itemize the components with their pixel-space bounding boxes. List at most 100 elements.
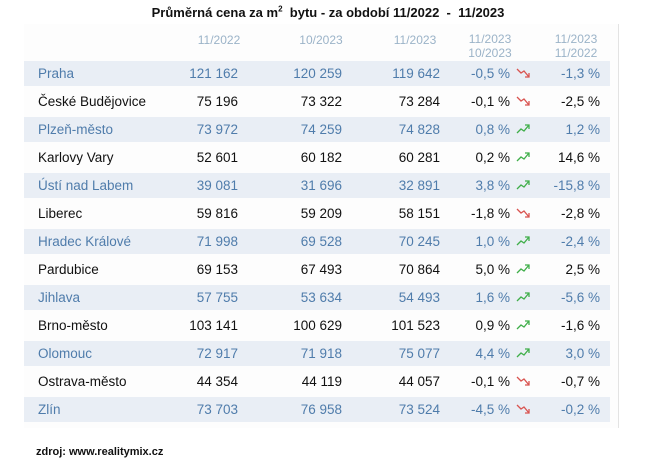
price-11-2023: 60 281 — [398, 150, 440, 165]
price-10-2023: 44 119 — [301, 374, 342, 389]
trend-up-icon — [516, 152, 530, 162]
change-month: -0,1 % — [470, 94, 510, 109]
change-month: 1,6 % — [475, 290, 510, 305]
city-name: Zlín — [38, 402, 61, 417]
price-table: 11/2022 10/2023 11/2023 11/2023 10/2023 … — [24, 24, 619, 428]
price-11-2023: 32 891 — [398, 178, 440, 193]
price-10-2023: 69 528 — [300, 234, 342, 249]
city-name: Brno-město — [38, 318, 108, 333]
change-year: 1,2 % — [565, 122, 600, 137]
change-month: -1,8 % — [470, 206, 510, 221]
title-rest: bytu - za období 11/2022 - 11/2023 — [282, 5, 505, 20]
city-name: Ostrava-město — [38, 374, 127, 389]
trend-up-icon — [516, 348, 530, 358]
price-10-2023: 59 209 — [300, 206, 342, 221]
city-name: Ústí nad Labem — [38, 178, 134, 193]
price-10-2023: 67 493 — [300, 262, 342, 277]
table-row: Ústí nad Labem 39 081 31 696 32 891 3,8 % -15… — [24, 173, 610, 198]
price-11-2022: 39 081 — [196, 178, 238, 193]
change-month: 5,0 % — [475, 262, 510, 277]
price-11-2023: 44 057 — [398, 374, 440, 389]
price-11-2022: 59 816 — [196, 206, 238, 221]
change-month: 0,8 % — [475, 122, 510, 137]
trend-down-icon — [516, 404, 530, 414]
change-month: 1,0 % — [475, 234, 510, 249]
header-change-month: 11/2023 10/2023 — [450, 32, 530, 60]
price-11-2023: 74 828 — [398, 122, 440, 137]
change-month: 4,4 % — [475, 346, 510, 361]
header-change-month-top: 11/2023 — [468, 32, 512, 46]
trend-down-icon — [516, 376, 530, 386]
table-row: České Budějovice 75 196 73 322 73 284 -0,1 %… — [24, 89, 610, 114]
table-row: Liberec 59 816 59 209 58 151 -1,8 % -2,8 % — [24, 201, 610, 226]
trend-down-icon — [516, 96, 530, 106]
header-10-2023: 10/2023 — [299, 33, 343, 47]
price-11-2023: 73 524 — [398, 402, 440, 417]
trend-up-icon — [516, 180, 530, 190]
change-year: -2,5 % — [560, 94, 600, 109]
change-month: 0,9 % — [475, 318, 510, 333]
city-name: České Budějovice — [38, 94, 147, 109]
price-11-2022: 121 162 — [189, 66, 238, 81]
price-11-2022: 73 972 — [196, 122, 238, 137]
price-11-2023: 54 493 — [398, 290, 440, 305]
price-11-2023: 70 864 — [398, 262, 440, 277]
table-row: Praha 121 162 120 259 119 642 -0,5 % -1,3 % — [24, 61, 610, 86]
table-row: Hradec Králové 71 998 69 528 70 245 1,0 % -2,… — [24, 229, 610, 254]
change-month: 3,8 % — [475, 178, 510, 193]
price-11-2022: 52 601 — [196, 150, 238, 165]
trend-up-icon — [516, 320, 530, 330]
price-11-2022: 71 998 — [196, 234, 238, 249]
trend-down-icon — [516, 208, 530, 218]
city-name: Plzeň-město — [38, 122, 114, 137]
city-name: Hradec Králové — [38, 234, 132, 249]
change-month: -0,5 % — [470, 66, 510, 81]
price-10-2023: 120 259 — [293, 66, 342, 81]
price-11-2022: 73 703 — [196, 402, 238, 417]
city-name: Pardubice — [38, 262, 99, 277]
price-10-2023: 53 634 — [300, 290, 342, 305]
table-row: Brno-město 103 141 100 629 101 523 0,9 % -1,6… — [24, 313, 610, 338]
change-year: -5,6 % — [560, 290, 600, 305]
price-11-2023: 101 523 — [391, 318, 440, 333]
change-year: 3,0 % — [565, 346, 600, 361]
price-11-2022: 44 354 — [196, 374, 238, 389]
header-change-year-top: 11/2023 — [554, 32, 598, 46]
change-month: -0,1 % — [470, 374, 510, 389]
title-superscript: 2 — [278, 4, 283, 14]
table-title: Průměrná cena za m2 bytu - za období 11/… — [0, 5, 656, 20]
trend-up-icon — [516, 292, 530, 302]
trend-down-icon — [516, 68, 530, 78]
table-row: Plzeň-město 73 972 74 259 74 828 0,8 % 1,2 % — [24, 117, 610, 142]
change-year: -2,8 % — [560, 206, 600, 221]
price-11-2022: 69 153 — [196, 262, 238, 277]
table-row: Ostrava-město 44 354 44 119 44 057 -0,1 % -0,… — [24, 369, 610, 394]
table-row: Jihlava 57 755 53 634 54 493 1,6 % -5,6 % — [24, 285, 610, 310]
change-year: -0,7 % — [560, 374, 600, 389]
trend-up-icon — [516, 124, 530, 134]
change-year: 2,5 % — [565, 262, 600, 277]
header-11-2022: 11/2022 — [197, 33, 241, 47]
table-row: Karlovy Vary 52 601 60 182 60 281 0,2 % 14,6 … — [24, 145, 610, 170]
trend-up-icon — [516, 264, 530, 274]
price-10-2023: 100 629 — [293, 318, 342, 333]
price-11-2023: 58 151 — [398, 206, 440, 221]
change-month: -4,5 % — [470, 402, 510, 417]
price-10-2023: 60 182 — [300, 150, 342, 165]
table-row: Zlín 73 703 76 958 73 524 -4,5 % -0,2 % — [24, 397, 610, 422]
price-11-2022: 72 917 — [196, 346, 238, 361]
title-text: Průměrná cena za m — [151, 5, 279, 20]
header-change-month-bottom: 10/2023 — [468, 46, 512, 60]
price-11-2023: 119 642 — [392, 66, 440, 81]
price-11-2022: 103 141 — [189, 318, 238, 333]
header-change-year-bottom: 11/2022 — [554, 46, 598, 60]
change-year: -1,6 % — [560, 318, 600, 333]
table-row: Pardubice 69 153 67 493 70 864 5,0 % 2,5 % — [24, 257, 610, 282]
city-name: Olomouc — [38, 346, 93, 361]
price-10-2023: 76 958 — [300, 402, 342, 417]
price-11-2023: 75 077 — [398, 346, 440, 361]
change-year: 14,6 % — [557, 150, 600, 165]
change-month: 0,2 % — [475, 150, 510, 165]
price-10-2023: 31 696 — [300, 178, 342, 193]
price-11-2022: 57 755 — [196, 290, 238, 305]
